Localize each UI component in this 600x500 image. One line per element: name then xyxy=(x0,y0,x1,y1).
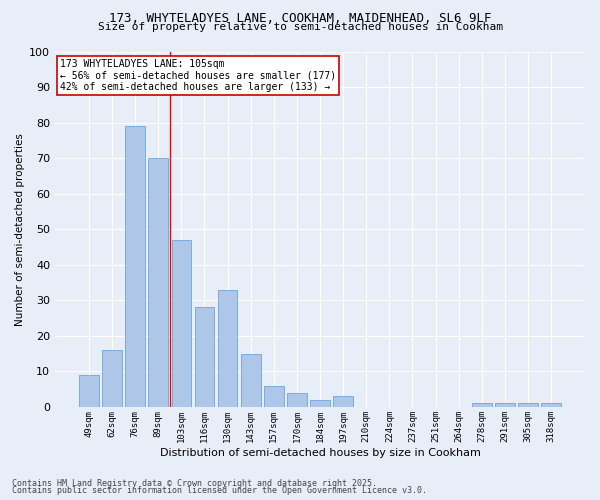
Bar xyxy=(172,240,191,407)
Bar xyxy=(194,308,214,407)
Bar xyxy=(148,158,168,407)
Bar xyxy=(495,404,515,407)
Bar xyxy=(125,126,145,407)
Bar xyxy=(518,404,538,407)
Bar xyxy=(310,400,330,407)
Bar xyxy=(79,375,99,407)
Text: Size of property relative to semi-detached houses in Cookham: Size of property relative to semi-detach… xyxy=(97,22,503,32)
X-axis label: Distribution of semi-detached houses by size in Cookham: Distribution of semi-detached houses by … xyxy=(160,448,481,458)
Bar xyxy=(334,396,353,407)
Text: Contains public sector information licensed under the Open Government Licence v3: Contains public sector information licen… xyxy=(12,486,427,495)
Bar xyxy=(287,392,307,407)
Bar xyxy=(472,404,491,407)
Bar xyxy=(241,354,260,407)
Text: 173 WHYTELADYES LANE: 105sqm
← 56% of semi-detached houses are smaller (177)
42%: 173 WHYTELADYES LANE: 105sqm ← 56% of se… xyxy=(61,58,337,92)
Bar xyxy=(102,350,122,407)
Y-axis label: Number of semi-detached properties: Number of semi-detached properties xyxy=(15,133,25,326)
Bar xyxy=(218,290,238,407)
Text: Contains HM Land Registry data © Crown copyright and database right 2025.: Contains HM Land Registry data © Crown c… xyxy=(12,478,377,488)
Bar xyxy=(541,404,561,407)
Text: 173, WHYTELADYES LANE, COOKHAM, MAIDENHEAD, SL6 9LF: 173, WHYTELADYES LANE, COOKHAM, MAIDENHE… xyxy=(109,12,491,26)
Bar xyxy=(264,386,284,407)
